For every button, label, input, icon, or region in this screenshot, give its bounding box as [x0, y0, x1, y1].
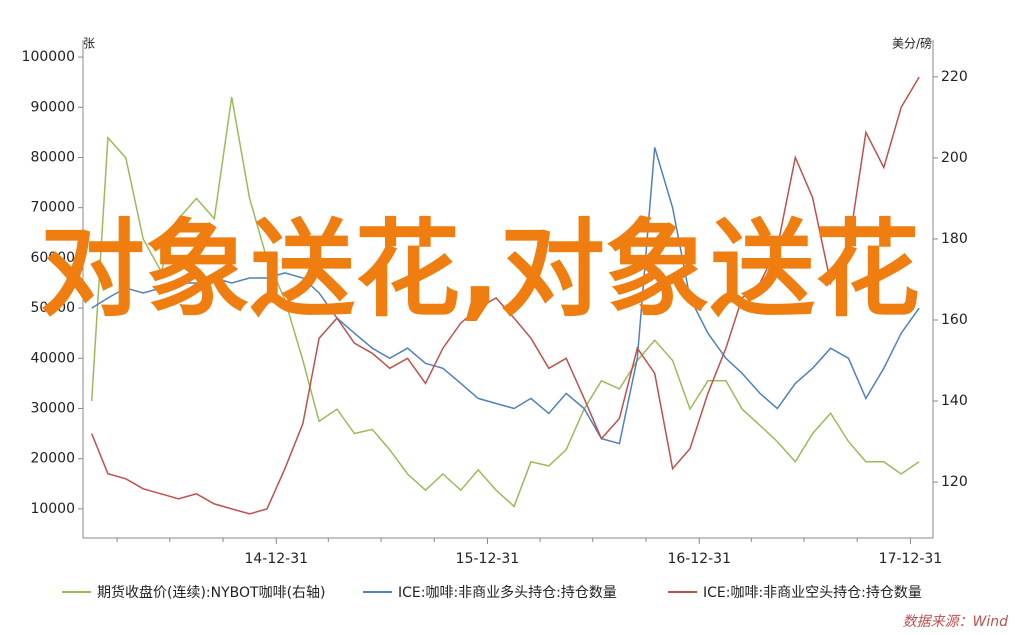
y2-tick-label: 160: [941, 312, 968, 328]
y2-tick-label: 220: [941, 69, 968, 85]
y-tick-label: 100000: [22, 49, 75, 65]
series-line: [91, 76, 920, 515]
series-line: [91, 147, 920, 445]
x-tick-label: 14-12-31: [244, 551, 308, 567]
legend-label: 期货收盘价(连续):NYBOT咖啡(右轴): [97, 584, 326, 601]
x-tick-label: 15-12-31: [456, 551, 520, 567]
y-tick-label: 30000: [30, 400, 75, 416]
y-tick-label: 50000: [30, 300, 75, 316]
y-tick-label: 40000: [30, 350, 75, 366]
y2-tick-label: 140: [941, 393, 968, 409]
y-tick-label: 10000: [30, 501, 75, 517]
y-tick-label: 60000: [30, 250, 75, 266]
y-tick-label: 20000: [30, 451, 75, 467]
x-tick-label: 16-12-31: [667, 551, 731, 567]
y-unit: 张: [83, 37, 95, 51]
y2-tick-label: 180: [941, 231, 968, 247]
source: 数据来源：Wind: [903, 614, 1009, 630]
y-tick-label: 90000: [30, 99, 75, 115]
legend-label: ICE:咖啡:非商业多头持仓:持仓数量: [398, 584, 617, 601]
y2-tick-label: 200: [941, 150, 968, 166]
x-tick-label: 17-12-31: [879, 551, 943, 567]
y-tick-label: 70000: [30, 200, 75, 216]
y2-tick-label: 120: [941, 474, 968, 490]
y2-unit: 美分/磅: [892, 36, 932, 51]
series-line: [90, 96, 920, 508]
y-tick-label: 80000: [30, 149, 75, 165]
legend-label: ICE:咖啡:非商业空头持仓:持仓数量: [703, 585, 922, 601]
